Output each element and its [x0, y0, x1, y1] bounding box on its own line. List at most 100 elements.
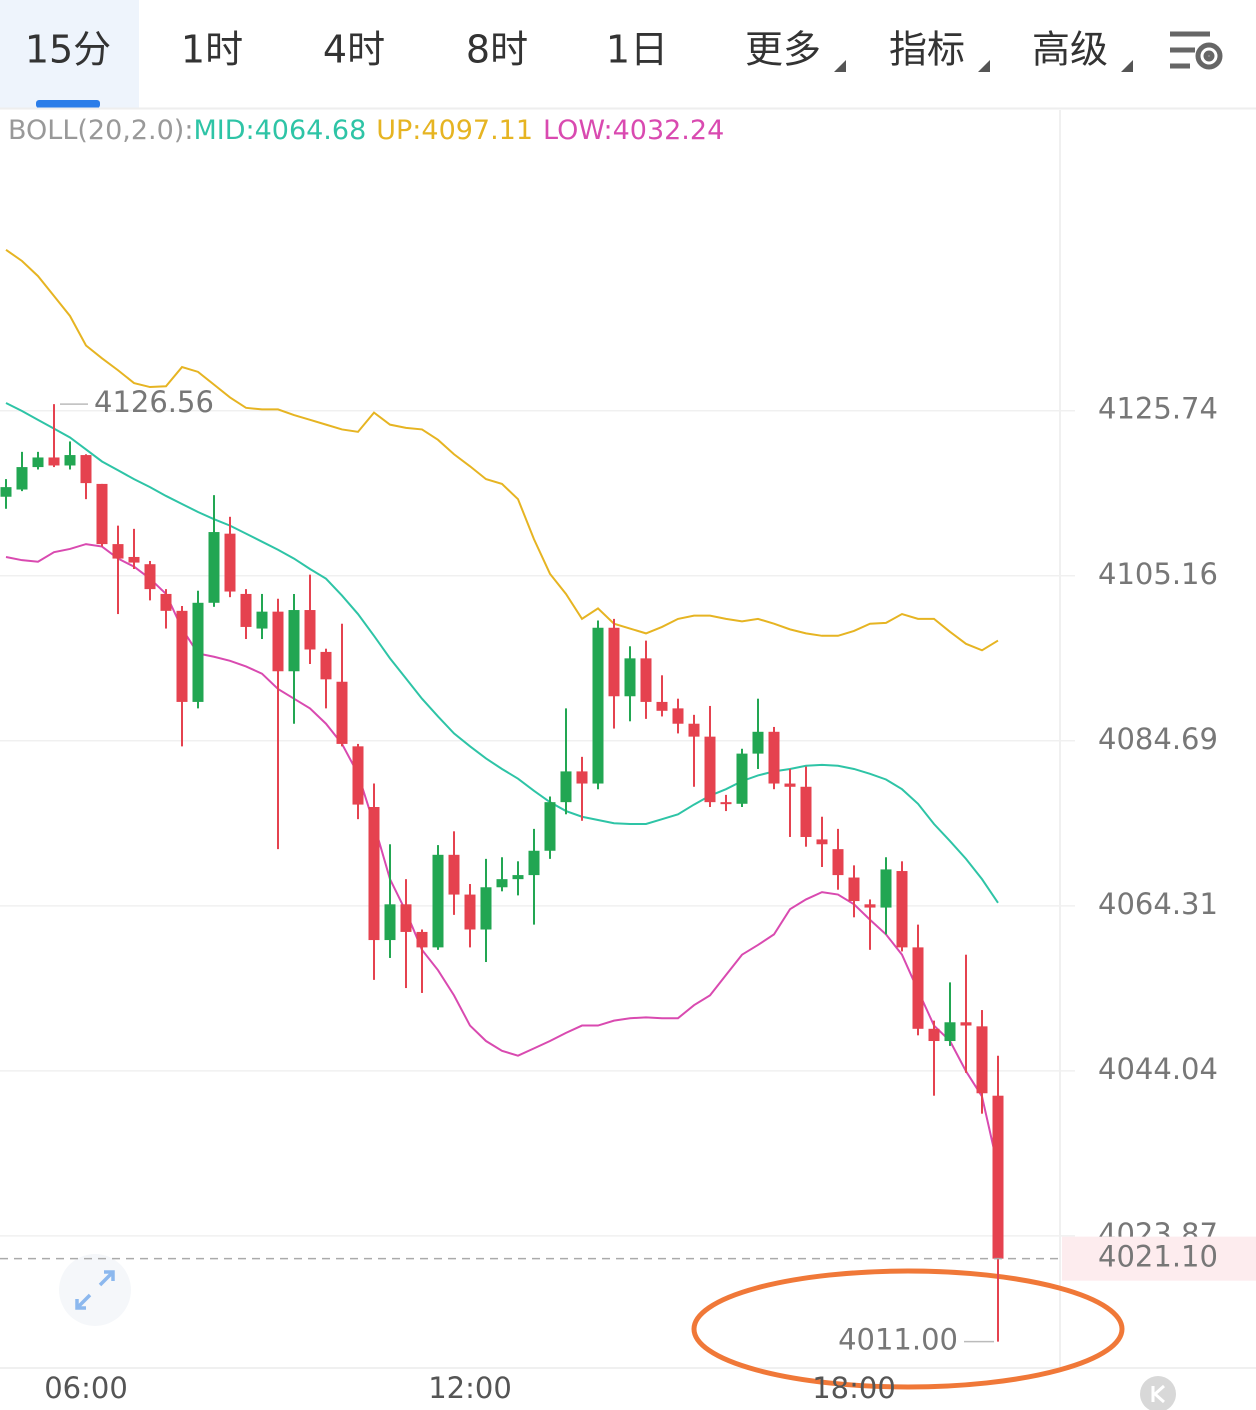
icon-gear-center	[1203, 50, 1215, 62]
tab[interactable]: 1日	[606, 28, 668, 72]
candle-body	[640, 658, 652, 702]
x-tick-label: 18:00	[812, 1371, 896, 1405]
legend-name: LOW:	[543, 115, 613, 146]
candle-body	[496, 879, 508, 888]
y-tick-label: 4044.04	[1098, 1052, 1218, 1086]
candle-body	[896, 871, 908, 948]
candle-body	[720, 802, 732, 805]
candle-body	[736, 753, 748, 804]
candle-body	[848, 877, 860, 902]
candle-body	[144, 564, 156, 590]
chart: 15分 1时 4时 8时 1日 更多 指标 高级4023.874044.044064.3140…	[0, 28, 1256, 1405]
last-price-label: 4021.10	[1098, 1240, 1218, 1274]
candle-body	[0, 487, 12, 497]
candle-body	[576, 771, 588, 784]
candle-body	[656, 701, 668, 711]
legend-name: MID:	[193, 115, 254, 146]
expand-arrows	[75, 1270, 115, 1310]
candle-body	[272, 611, 284, 672]
candle-body	[480, 887, 492, 930]
x-tick-label: 06:00	[44, 1371, 128, 1405]
candle-body	[592, 627, 604, 784]
candle-body	[80, 455, 92, 484]
candle-body	[32, 457, 44, 468]
candle-body	[96, 483, 108, 545]
candle-body	[880, 869, 892, 908]
x-tick-label: 12:00	[428, 1371, 512, 1405]
candle-body	[800, 786, 812, 837]
candle-body	[320, 651, 332, 680]
legend-name: UP:	[376, 115, 421, 146]
y-tick-label: 4125.74	[1098, 392, 1218, 426]
min-label: 4011.00	[838, 1323, 958, 1357]
candle-body	[464, 894, 476, 930]
candle-body	[288, 610, 300, 672]
candle-body	[16, 467, 28, 490]
indicator-name: BOLL(20,2.0):	[8, 115, 193, 146]
candle-body	[368, 807, 380, 941]
candle-body	[64, 455, 76, 466]
y-tick-label: 4105.16	[1098, 557, 1218, 591]
candle-body	[384, 904, 396, 941]
candle-body	[160, 593, 172, 611]
active-tab-background	[0, 0, 139, 108]
max-label: 4126.56	[94, 385, 214, 419]
indicator-legend: BOLL(20,2.0):MID:4064.68 UP:4097.11 LOW:40…	[8, 115, 724, 146]
candle-body	[512, 875, 524, 880]
tab[interactable]: 15分	[25, 28, 111, 72]
legend-value: 4032.24	[613, 115, 725, 146]
dropdown-triangle	[978, 60, 990, 72]
candle-body	[704, 736, 716, 803]
candle-body	[672, 708, 684, 724]
candle-body	[544, 802, 556, 851]
boll-line	[5, 249, 999, 652]
tab[interactable]: 8时	[466, 28, 528, 72]
y-tick-label: 4064.31	[1098, 887, 1218, 921]
tab[interactable]: 指标	[889, 28, 965, 72]
legend-value: 4064.68	[255, 115, 367, 146]
candle-body	[336, 681, 348, 744]
candle-body	[400, 904, 412, 932]
candle-body	[176, 610, 188, 702]
tab[interactable]: 1时	[181, 28, 243, 72]
tab[interactable]: 更多	[745, 28, 821, 72]
candle-body	[608, 627, 620, 697]
candle-body	[112, 544, 124, 559]
candle-body	[240, 593, 252, 627]
candle-body	[944, 1022, 956, 1042]
legend-value: 4097.11	[421, 115, 533, 146]
tab[interactable]: 高级	[1032, 28, 1108, 72]
candle-body	[48, 457, 60, 466]
candle-body	[128, 556, 140, 563]
candle-body	[832, 849, 844, 876]
candle-body	[256, 611, 268, 629]
candle-body	[864, 904, 876, 908]
candle-body	[816, 839, 828, 845]
candle-body	[992, 1095, 1004, 1259]
candle-body	[784, 783, 796, 787]
candle-body	[960, 1022, 972, 1026]
candle-body	[192, 602, 204, 702]
candle-body	[752, 731, 764, 754]
active-tab-indicator	[36, 100, 100, 108]
candle-body	[976, 1026, 988, 1094]
expand-button[interactable]	[59, 1254, 131, 1326]
candle-body	[688, 723, 700, 737]
icon-gear	[1195, 42, 1223, 70]
dropdown-triangle	[834, 60, 846, 72]
button-background	[59, 1254, 131, 1326]
candle-body	[416, 931, 428, 948]
candle-body	[448, 854, 460, 895]
candle-body	[928, 1028, 940, 1042]
candle-body	[208, 532, 220, 603]
boll-line	[5, 402, 999, 904]
candle-body	[768, 731, 780, 784]
settings-icon[interactable]	[1170, 31, 1223, 70]
tab[interactable]: 4时	[323, 28, 385, 72]
button-glyph	[1151, 1384, 1165, 1404]
last-price-tag	[1062, 1236, 1256, 1281]
kline-button[interactable]	[1140, 1376, 1176, 1410]
candle-body	[528, 850, 540, 876]
